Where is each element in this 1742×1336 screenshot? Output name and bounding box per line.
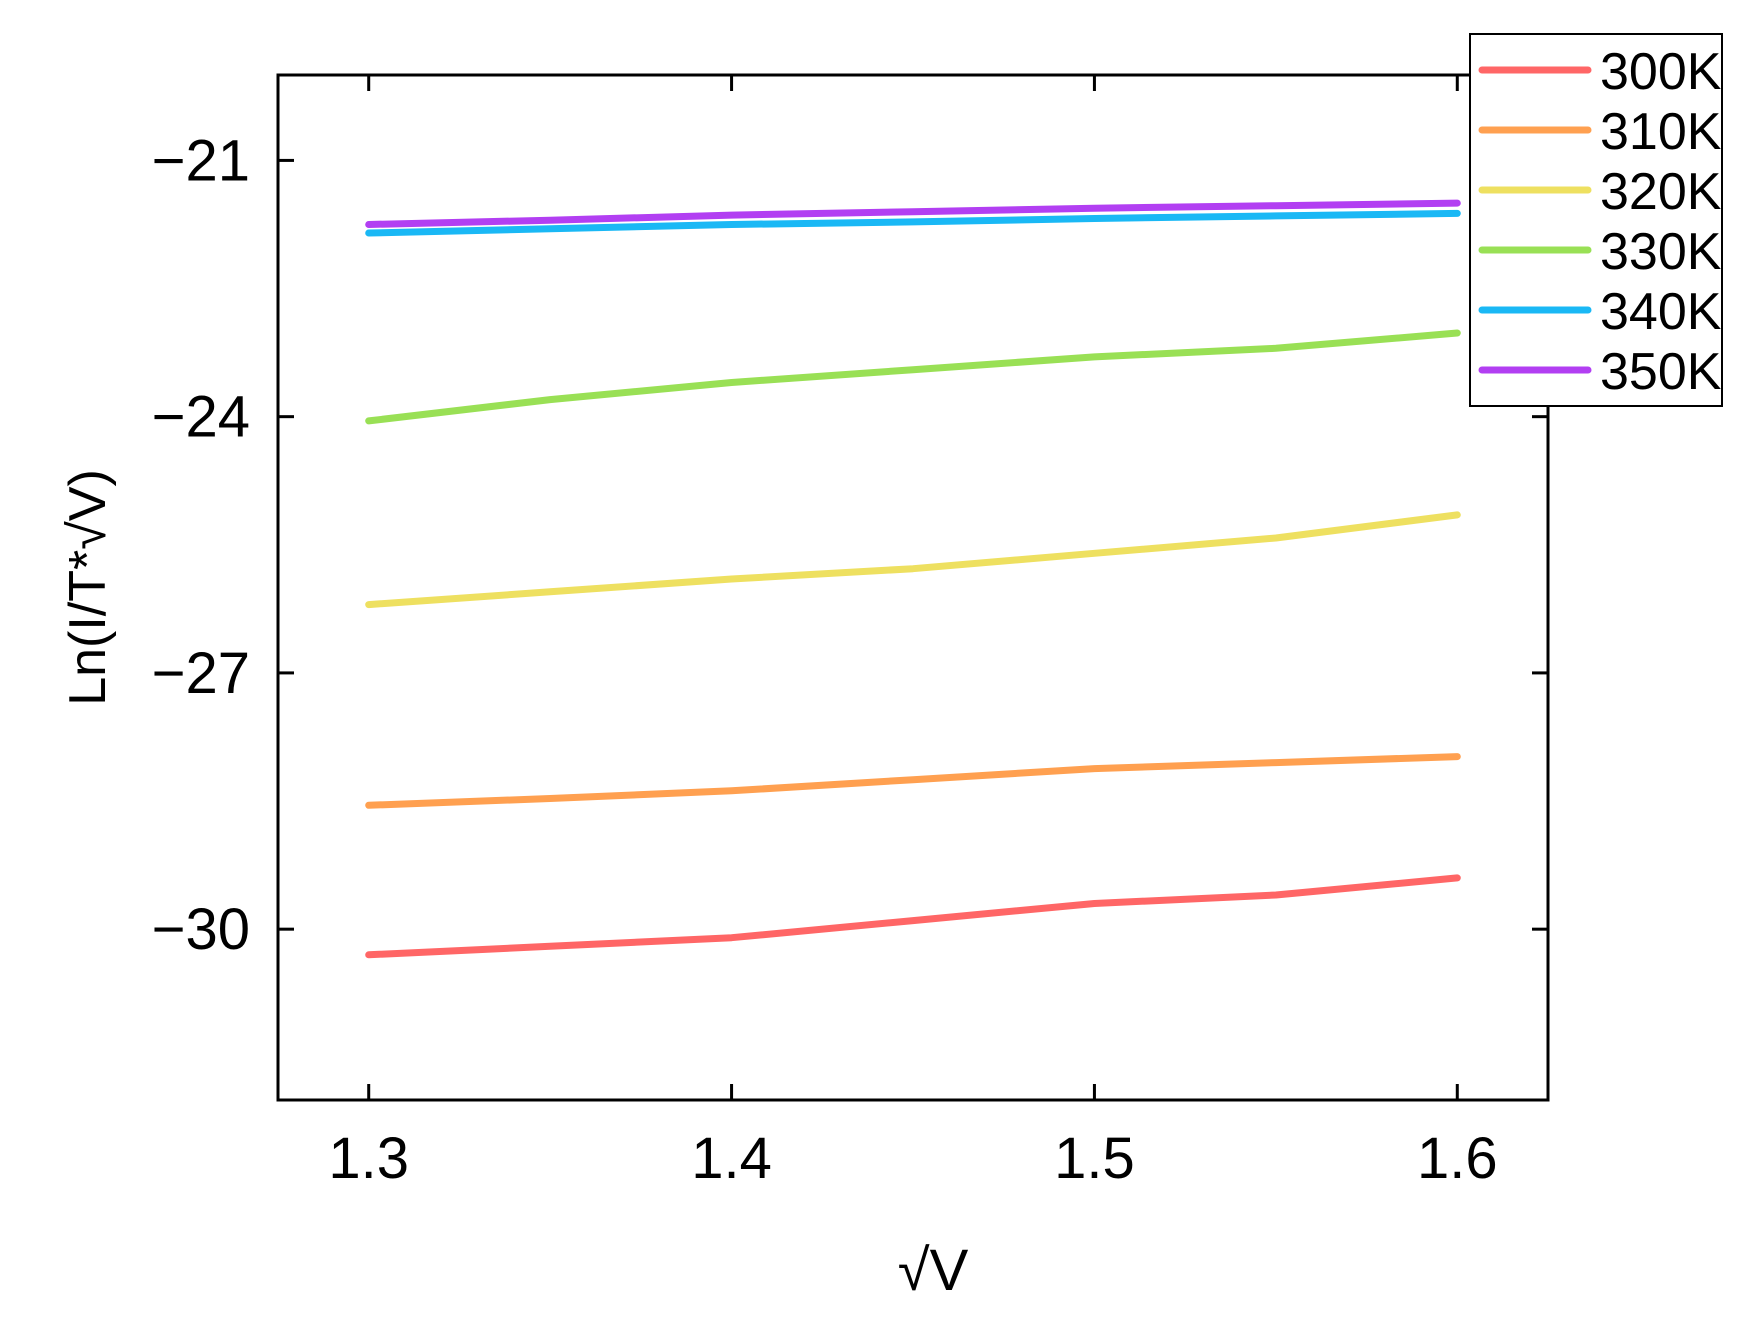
x-tick-label: 1.3 [328, 1126, 409, 1191]
x-axis-label: √V [898, 1238, 969, 1303]
x-axis: 1.3 1.4 1.5 1.6 [328, 75, 1498, 1191]
y-axis: −21 −24 −27 −30 [152, 128, 1548, 962]
series-line-310k [365, 753, 1461, 809]
series-line-320k [365, 511, 1461, 609]
y-axis-label: Ln(I/T*√V) [59, 469, 117, 706]
legend-item: 350K [1478, 343, 1722, 401]
series-line-340k [365, 209, 1461, 237]
y-tick-label: −24 [152, 385, 250, 450]
series-line-350k [365, 199, 1461, 228]
series-line-300k [365, 874, 1461, 959]
y-tick-label: −30 [152, 897, 250, 962]
legend-label: 320K [1600, 163, 1722, 221]
legend-label: 350K [1600, 343, 1722, 401]
y-tick-label: −27 [152, 641, 250, 706]
series-layer [365, 199, 1461, 959]
legend-item: 340K [1478, 283, 1722, 341]
legend-label: 340K [1600, 283, 1722, 341]
legend-item: 330K [1478, 223, 1722, 281]
legend-label: 330K [1600, 223, 1722, 281]
legend-label: 310K [1600, 103, 1722, 161]
x-tick-label: 1.6 [1417, 1126, 1498, 1191]
plot-frame [276, 73, 1550, 1102]
x-tick-label: 1.4 [691, 1126, 772, 1191]
legend-box [1469, 33, 1723, 407]
legend-label: 300K [1600, 43, 1722, 101]
series-line-330k [365, 329, 1461, 425]
legend-item: 320K [1478, 163, 1722, 221]
legend-item: 310K [1478, 103, 1722, 161]
x-tick-label: 1.5 [1054, 1126, 1135, 1191]
legend-item: 300K [1478, 43, 1722, 101]
y-tick-label: −21 [152, 128, 250, 193]
